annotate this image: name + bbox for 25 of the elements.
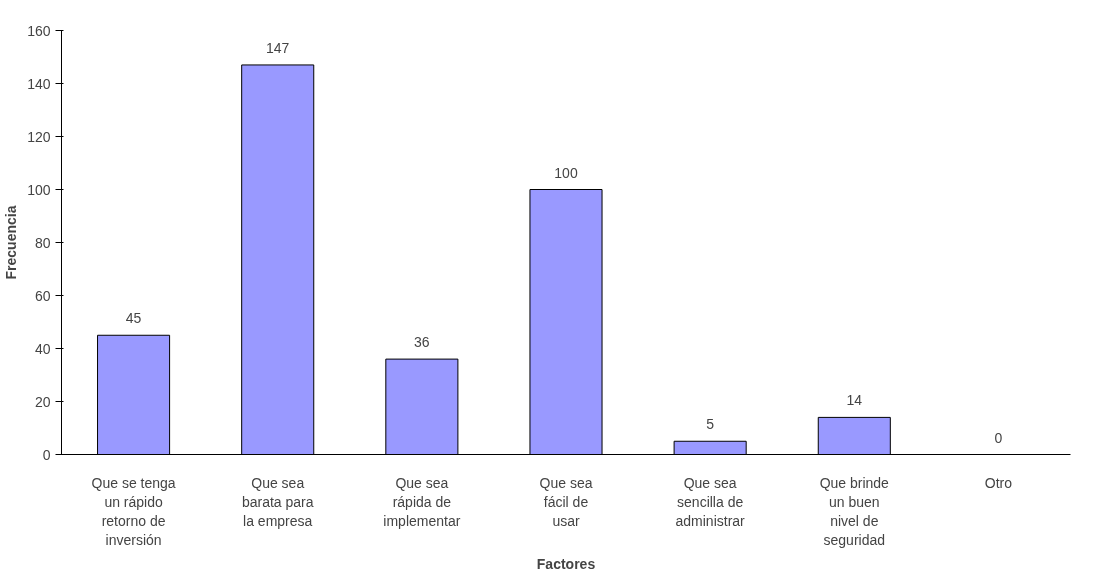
x-axis-title: Factores xyxy=(536,556,596,573)
data-label: 14 xyxy=(846,392,863,409)
y-tick-label: 20 xyxy=(34,393,51,410)
y-tick-label: 80 xyxy=(34,234,51,251)
data-label: 100 xyxy=(554,164,578,181)
x-tick-label: Que sea fácil de usar xyxy=(539,474,593,529)
y-tick-label: 120 xyxy=(27,128,51,145)
y-tick-label: 60 xyxy=(34,287,51,304)
x-tick-label: Que sea barata para la empresa xyxy=(241,474,314,529)
y-tick-label: 0 xyxy=(42,446,51,463)
data-label: 5 xyxy=(706,416,715,433)
data-label: 36 xyxy=(414,334,430,351)
y-tick-label: 160 xyxy=(27,22,51,39)
x-tick-label: Que brinde un buen nivel de seguridad xyxy=(819,474,890,549)
y-axis-title: Frecuencia xyxy=(3,205,20,280)
y-tick-label: 140 xyxy=(27,75,51,92)
data-label: 45 xyxy=(125,310,142,327)
y-tick-label: 40 xyxy=(34,340,51,357)
x-tick-label: Otro xyxy=(984,474,1013,491)
x-tick-label: Que se tenga un rápido retorno de inversión xyxy=(91,474,176,549)
data-label: 147 xyxy=(266,39,290,56)
data-label: 0 xyxy=(994,429,1003,446)
y-tick-label: 100 xyxy=(27,181,51,198)
x-tick-label: Que sea rápida de implementar xyxy=(383,474,461,529)
x-tick-label: Que sea sencilla de administrar xyxy=(675,474,746,529)
